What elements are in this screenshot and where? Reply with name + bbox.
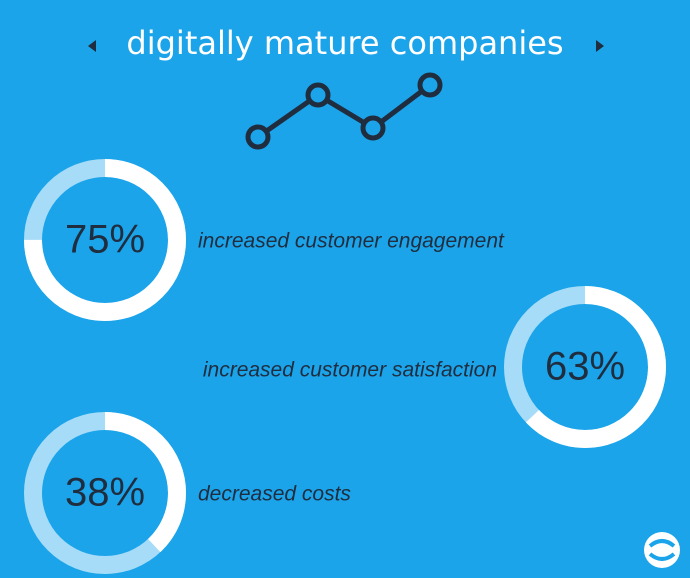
donut-arc [24,159,186,321]
value-label: 63% [545,345,625,389]
left-arrow [88,40,96,52]
title: digitally mature companies [126,24,563,62]
value-label: 75% [65,218,145,262]
logo [644,532,680,568]
line-icon [245,72,443,150]
donut-label: decreased costs [198,483,351,506]
donut-label: increased customer satisfaction [203,359,497,382]
donut-arc [24,412,186,574]
donut-arc [504,286,666,448]
value-label: 38% [65,471,145,515]
donut-label: increased customer engagement [198,230,505,253]
right-arrow [596,40,604,52]
